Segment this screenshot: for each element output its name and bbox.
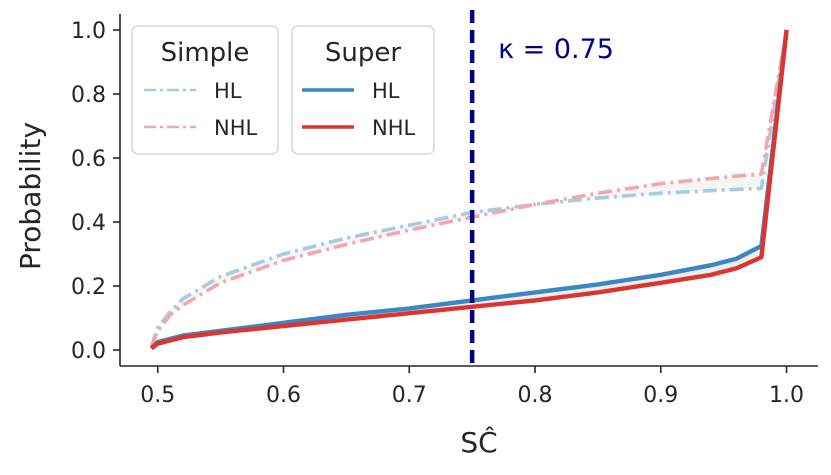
legend-simple-title: Simple: [161, 38, 250, 68]
x-ticks: 0.5 0.6 0.7 0.8 0.9 1.0: [140, 366, 804, 408]
legend-simple-nhl-label: NHL: [214, 116, 258, 140]
y-tick-label: 0.8: [71, 83, 106, 108]
y-axis-label: Probability: [14, 122, 47, 270]
x-tick-label: 0.7: [392, 383, 427, 408]
x-tick-label: 0.8: [518, 383, 553, 408]
series-line-super-nhl: [150, 29, 789, 351]
legend-simple-hl-label: HL: [214, 79, 242, 103]
legend-super-title: Super: [325, 38, 401, 68]
legend-super-hl-label: HL: [372, 79, 400, 103]
y-tick-label: 0.6: [71, 147, 106, 172]
y-tick-label: 0.4: [71, 211, 106, 236]
simple-band-fill: [151, 30, 787, 347]
kappa-annotation: κ = 0.75: [498, 34, 614, 65]
axes: 0.5 0.6 0.7 0.8 0.9 1.0 0.0 0.2 0.4 0.6 0.8 1.0: [71, 14, 818, 408]
y-tick-label: 0.2: [71, 275, 106, 300]
series-fill-layer: [151, 30, 787, 349]
legend-simple: Simple HL NHL: [131, 25, 279, 155]
legend-super-nhl-label: NHL: [372, 116, 416, 140]
y-tick-label: 0.0: [71, 339, 106, 364]
x-tick-label: 0.9: [643, 383, 678, 408]
series-line-simple-hl: [149, 29, 789, 348]
x-axis-label: SĈ: [460, 425, 497, 459]
y-tick-label: 1.0: [71, 19, 106, 44]
x-tick-label: 0.5: [140, 383, 175, 408]
x-tick-label: 0.6: [266, 383, 301, 408]
y-ticks: 0.0 0.2 0.4 0.6 0.8 1.0: [71, 19, 120, 364]
x-tick-label: 1.0: [769, 383, 804, 408]
legend-super-frame: [291, 25, 435, 155]
legend-simple-frame: [131, 25, 279, 155]
legend-super: Super HL NHL: [291, 25, 435, 155]
